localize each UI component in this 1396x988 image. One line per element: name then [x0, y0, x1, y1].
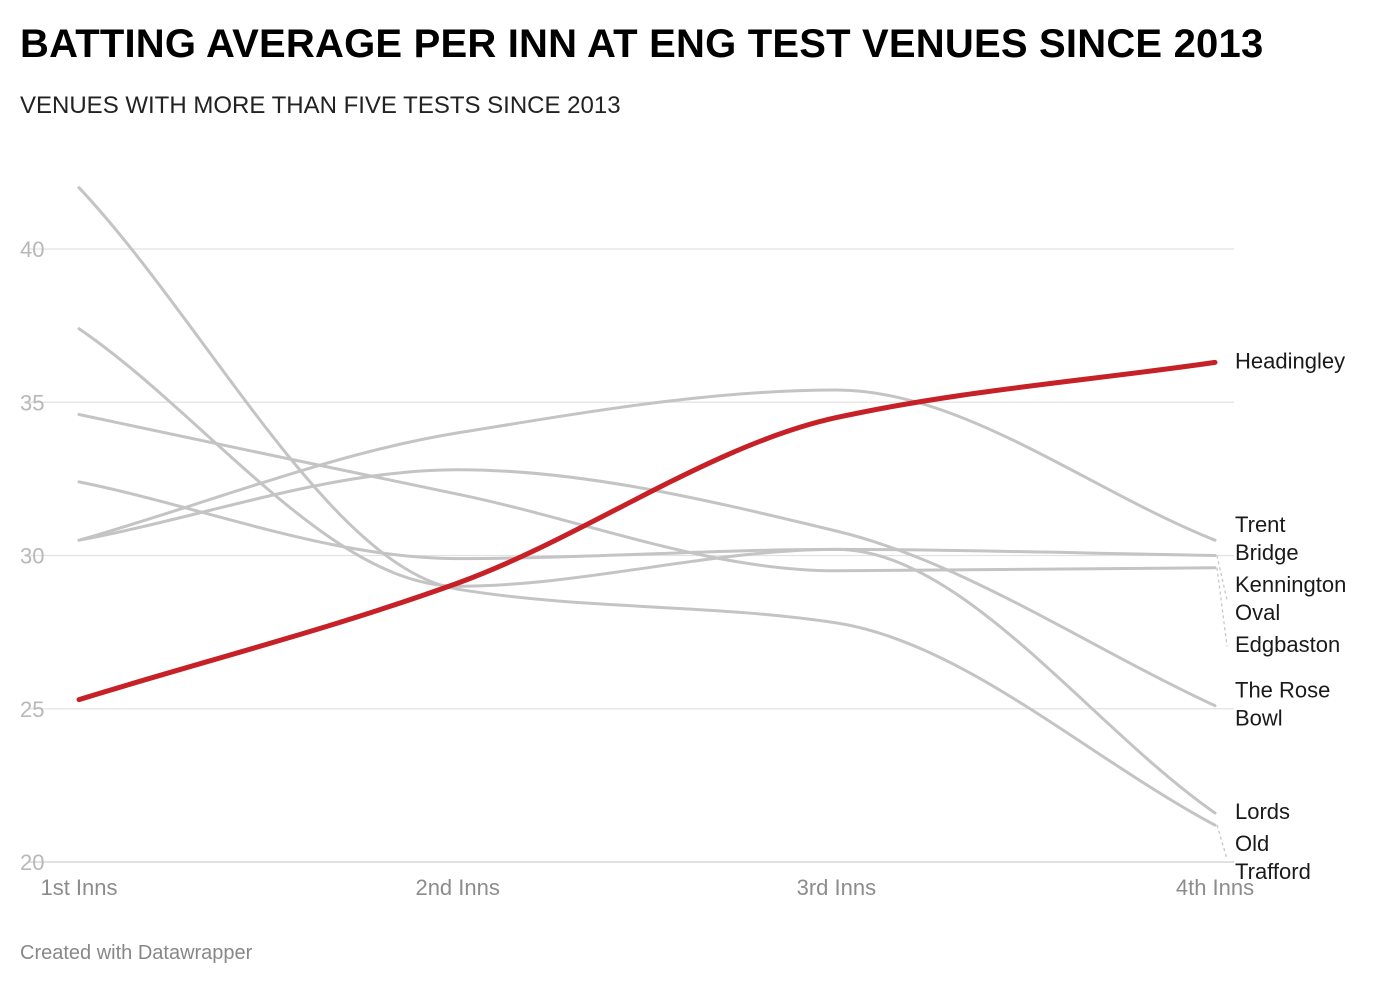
x-tick-label-2nd-inns: 2nd Inns [415, 875, 499, 900]
series-label-line: Old [1235, 831, 1269, 856]
y-axis-ticks: 20 25 30 35 40 [20, 237, 44, 875]
series-label-line: Oval [1235, 600, 1280, 625]
y-tick-label-20: 20 [20, 850, 44, 875]
y-tick-label-25: 25 [20, 697, 44, 722]
series-line-edgbaston [77, 413, 1217, 573]
highlighted-series [76, 359, 1218, 703]
y-tick-label-35: 35 [20, 390, 44, 415]
series-label-line: Bowl [1235, 706, 1283, 731]
x-tick-label-1st-inns: 1st Inns [40, 875, 117, 900]
series-label-line: Trafford [1235, 859, 1311, 884]
series-line-kennington-oval [77, 480, 1217, 561]
y-tick-label-30: 30 [20, 544, 44, 569]
muted-series [77, 186, 1217, 827]
label-leader-edgbaston [1216, 567, 1228, 647]
series-label-edgbaston: Edgbaston [1235, 632, 1340, 657]
x-tick-label-4th-inns: 4th Inns [1176, 875, 1254, 900]
series-line-trent-bridge [77, 388, 1217, 542]
series-label-line: Trent [1235, 512, 1286, 537]
y-tick-label-40: 40 [20, 237, 44, 262]
series-line-lords [77, 327, 1217, 815]
label-leader-old-trafford [1216, 825, 1228, 860]
series-line-old-trafford [77, 186, 1217, 827]
x-tick-label-3rd-inns: 3rd Inns [797, 875, 877, 900]
series-label-trent-bridge: Trent Bridge [1235, 512, 1299, 565]
series-line-the-rose-bowl [77, 468, 1217, 708]
series-label-line: Headingley [1235, 348, 1345, 373]
series-label-line: Edgbaston [1235, 632, 1340, 657]
series-label-the-rose-bowl: The Rose Bowl [1235, 678, 1330, 731]
series-labels: Headingley Trent Bridge Kennington Oval Edgba… [1216, 348, 1346, 884]
chart-subtitle: VENUES WITH MORE THAN FIVE TESTS SINCE 2… [20, 92, 621, 119]
series-label-line: Kennington [1235, 572, 1346, 597]
attribution: Created with Datawrapper [20, 942, 253, 964]
series-label-lords: Lords [1235, 799, 1290, 824]
label-leader-kennington-oval [1216, 555, 1228, 601]
chart-title: BATTING AVERAGE PER INN AT ENG TEST VENU… [20, 22, 1264, 66]
series-line-headingley [76, 359, 1218, 703]
series-label-line: Bridge [1235, 540, 1299, 565]
series-label-old-trafford: Old Trafford [1235, 831, 1311, 884]
x-axis-ticks: 1st Inns 2nd Inns 3rd Inns 4th Inns [40, 875, 1254, 900]
series-label-headingley: Headingley [1235, 348, 1345, 373]
series-label-kennington-oval: Kennington Oval [1235, 572, 1346, 625]
series-label-line: Lords [1235, 799, 1290, 824]
series-label-line: The Rose [1235, 678, 1330, 703]
